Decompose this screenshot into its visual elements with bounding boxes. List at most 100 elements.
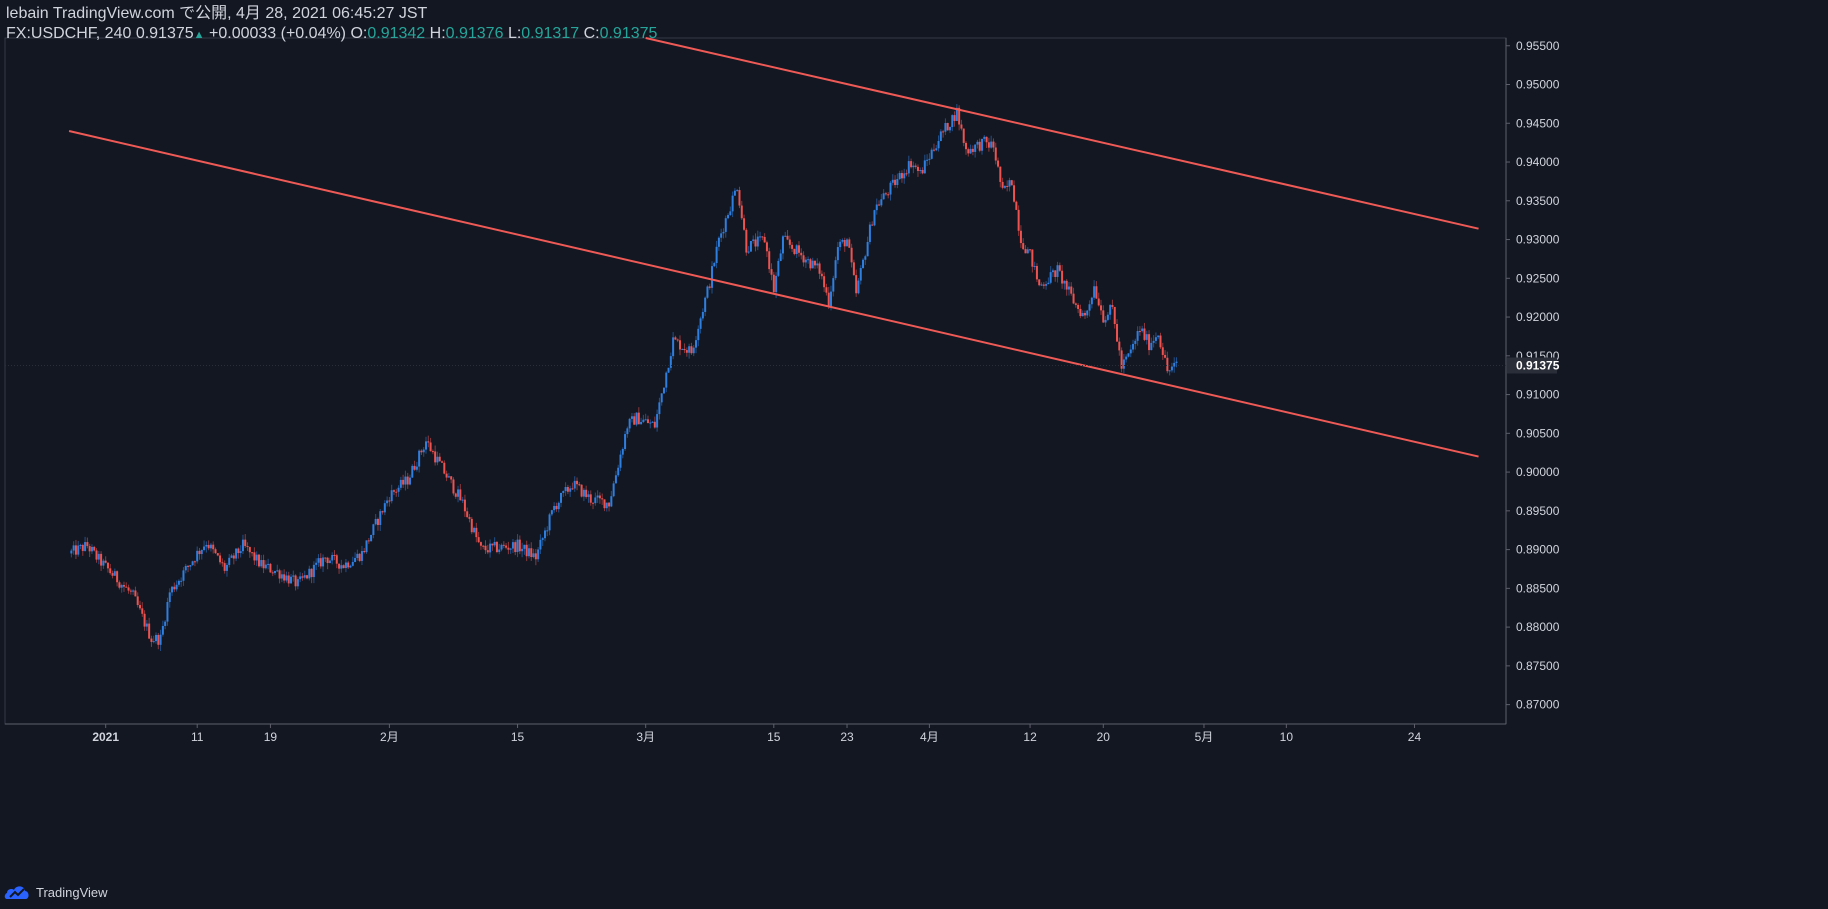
candle-body [418,450,421,467]
candle-body [532,553,535,558]
candle-body [692,347,695,354]
trendline-lower [68,130,1479,458]
candle-body [887,194,890,196]
candle [118,580,121,590]
candle-body [628,418,631,429]
candle-body [408,477,411,485]
candle [1132,339,1135,353]
candle-body [830,291,833,307]
candle-body [97,553,100,560]
candle-body [322,557,325,567]
candle-body [415,466,418,470]
candle-body [1065,280,1068,290]
candle-body [926,159,929,161]
candle-body [1129,349,1132,354]
candle-body [727,215,730,219]
candle-body [436,456,439,463]
candle [1035,263,1038,283]
candle-body [646,419,649,424]
candle-body [807,259,810,261]
candle-body [592,502,595,504]
candle-body [617,467,620,476]
candle-body [370,534,373,542]
candle-body [434,451,437,463]
candle-body [871,224,874,226]
candle [363,548,366,554]
candle [340,559,343,573]
candle [356,549,359,561]
tradingview-logo[interactable]: TradingView [4,883,108,901]
candle-body [564,487,567,492]
y-tick-label: 0.92000 [1516,310,1560,324]
candle-body [1116,324,1119,342]
candle [351,556,354,567]
candle [768,247,771,273]
candle [646,415,649,424]
candle-body [621,448,624,455]
candle-body [756,236,759,247]
candle [651,420,654,423]
candle-body [374,518,377,525]
candle [955,103,958,122]
candle [601,493,604,505]
candle-body [823,276,826,288]
candle [372,523,375,539]
candle [262,554,265,574]
candle-body [479,542,482,546]
candle-body [390,490,393,502]
candle-body [878,204,881,206]
candle [898,170,901,181]
candle-body [747,251,750,253]
candle [134,586,137,597]
candle [278,568,281,584]
candle [630,412,633,423]
candle [733,188,736,196]
candle-body [939,131,942,142]
x-tick-label: 12 [1023,730,1037,744]
candle [1065,279,1068,296]
candle-body [445,473,448,478]
candle-body [260,560,263,567]
candle-body [516,539,519,553]
candle-body [765,242,768,252]
candle [164,620,167,630]
x-tick-label: 2月 [380,730,399,744]
candle [138,600,141,611]
candle [756,230,759,251]
candle-body [912,165,915,168]
candle-body [525,544,528,557]
candle-body [582,489,585,497]
candle [1104,316,1107,327]
candle [319,553,322,569]
candle [994,142,997,165]
candle [1061,264,1064,289]
candle [987,137,990,152]
candle [541,537,544,546]
candle [1079,304,1082,319]
candle-body [946,123,949,131]
candle [571,482,574,490]
candle-body [630,416,633,419]
candle [560,492,563,508]
candle-body [285,575,288,581]
candle-body [701,311,704,319]
candle [383,500,386,516]
candle-body [301,576,304,578]
candle-body [667,367,670,373]
candle-body [388,500,391,502]
candle [960,119,963,131]
candle-body [491,543,494,546]
candle-body [1010,180,1013,186]
candle [1090,296,1093,309]
candle-body [207,544,210,549]
candle-body [443,462,446,474]
candle-body [335,555,338,564]
candle-body [560,492,563,503]
candle [349,564,352,569]
candle [948,126,951,133]
candle-body [640,421,643,425]
candle-body [813,260,816,266]
candle-body [306,575,309,579]
candle [443,460,446,475]
